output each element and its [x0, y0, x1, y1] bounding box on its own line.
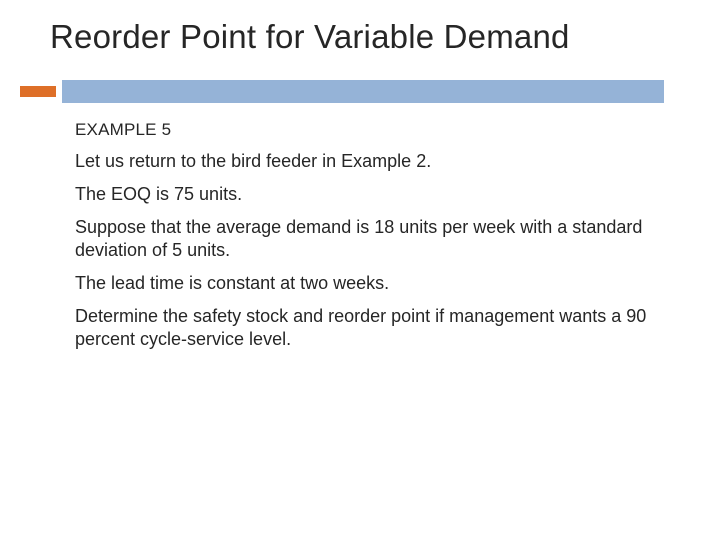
example-label: EXAMPLE 5 — [75, 120, 665, 140]
body-line: The lead time is constant at two weeks. — [75, 272, 665, 295]
slide-body: EXAMPLE 5 Let us return to the bird feed… — [75, 120, 665, 361]
body-line: Let us return to the bird feeder in Exam… — [75, 150, 665, 173]
body-line: The EOQ is 75 units. — [75, 183, 665, 206]
slide: Reorder Point for Variable Demand EXAMPL… — [0, 0, 720, 540]
body-line: Determine the safety stock and reorder p… — [75, 305, 665, 351]
divider-bar — [62, 80, 664, 103]
slide-title: Reorder Point for Variable Demand — [0, 0, 720, 56]
divider-accent — [20, 86, 56, 97]
body-line: Suppose that the average demand is 18 un… — [75, 216, 665, 262]
